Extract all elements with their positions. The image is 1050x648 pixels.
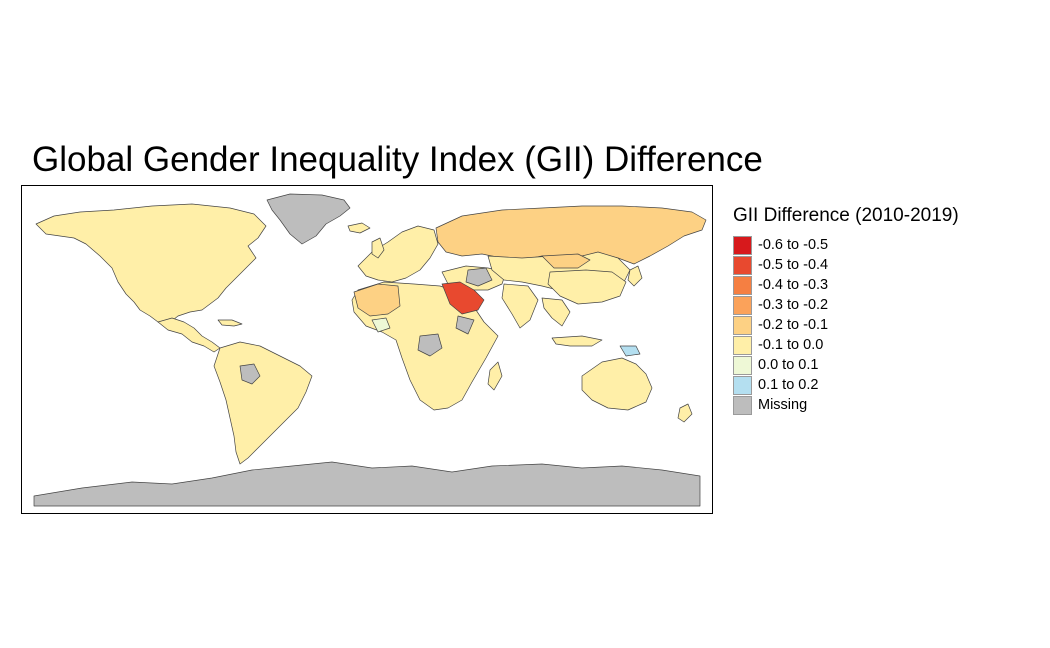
legend-label: -0.4 to -0.3 bbox=[758, 277, 829, 293]
region-papua-new-guinea bbox=[619, 345, 641, 357]
legend-label: -0.2 to -0.1 bbox=[758, 317, 829, 333]
region-southeast-asia bbox=[541, 297, 571, 327]
map-title: Global Gender Inequality Index (GII) Dif… bbox=[32, 140, 763, 179]
region-south-america bbox=[213, 341, 313, 465]
region-northwest-africa bbox=[353, 283, 401, 317]
world-map-svg bbox=[33, 193, 707, 507]
legend-item: -0.6 to -0.5 bbox=[733, 235, 959, 255]
region-india bbox=[501, 283, 539, 329]
region-caribbean bbox=[217, 319, 243, 327]
region-antarctica bbox=[33, 461, 701, 507]
region-west-africa-light bbox=[371, 317, 391, 333]
region-saudi-arabia bbox=[441, 281, 485, 315]
legend-label: 0.0 to 0.1 bbox=[758, 357, 819, 373]
legend-swatch bbox=[733, 255, 752, 275]
region-north-america bbox=[35, 203, 267, 325]
legend-label: Missing bbox=[758, 397, 808, 413]
legend-item: -0.5 to -0.4 bbox=[733, 255, 959, 275]
legend-item: -0.4 to -0.3 bbox=[733, 275, 959, 295]
region-iran-missing bbox=[465, 267, 493, 287]
region-japan bbox=[627, 265, 643, 287]
region-horn-missing bbox=[455, 315, 475, 335]
legend-title: GII Difference (2010-2019) bbox=[733, 205, 959, 226]
legend-item: -0.1 to 0.0 bbox=[733, 335, 959, 355]
region-europe bbox=[357, 225, 439, 283]
region-australia bbox=[581, 357, 653, 411]
legend-swatch bbox=[733, 295, 752, 315]
region-central-africa-missing bbox=[417, 333, 443, 357]
legend-items: -0.6 to -0.5 -0.5 to -0.4 -0.4 to -0.3 -… bbox=[733, 235, 959, 415]
legend-label: 0.1 to 0.2 bbox=[758, 377, 819, 393]
region-madagascar bbox=[487, 361, 503, 391]
legend-item: -0.3 to -0.2 bbox=[733, 295, 959, 315]
region-russia bbox=[435, 205, 707, 265]
legend-label: -0.3 to -0.2 bbox=[758, 297, 829, 313]
region-iceland bbox=[347, 222, 371, 234]
region-greenland bbox=[266, 193, 351, 245]
legend-swatch bbox=[733, 235, 752, 255]
region-central-america bbox=[157, 317, 221, 353]
legend: GII Difference (2010-2019) -0.6 to -0.5 … bbox=[733, 205, 959, 415]
legend-swatch bbox=[733, 335, 752, 355]
legend-swatch bbox=[733, 375, 752, 395]
legend-item: -0.2 to -0.1 bbox=[733, 315, 959, 335]
legend-item: 0.1 to 0.2 bbox=[733, 375, 959, 395]
region-south-america-missing bbox=[239, 363, 261, 385]
region-new-zealand bbox=[677, 403, 693, 423]
region-china bbox=[547, 269, 627, 305]
legend-label: -0.1 to 0.0 bbox=[758, 337, 824, 353]
region-mongolia bbox=[541, 253, 591, 269]
legend-swatch bbox=[733, 395, 752, 415]
legend-item: Missing bbox=[733, 395, 959, 415]
legend-swatch bbox=[733, 355, 752, 375]
legend-swatch bbox=[733, 315, 752, 335]
region-uk bbox=[371, 237, 385, 259]
legend-item: 0.0 to 0.1 bbox=[733, 355, 959, 375]
region-indonesia bbox=[551, 335, 603, 347]
legend-label: -0.6 to -0.5 bbox=[758, 237, 829, 253]
world-map bbox=[21, 185, 713, 514]
legend-label: -0.5 to -0.4 bbox=[758, 257, 829, 273]
legend-swatch bbox=[733, 275, 752, 295]
